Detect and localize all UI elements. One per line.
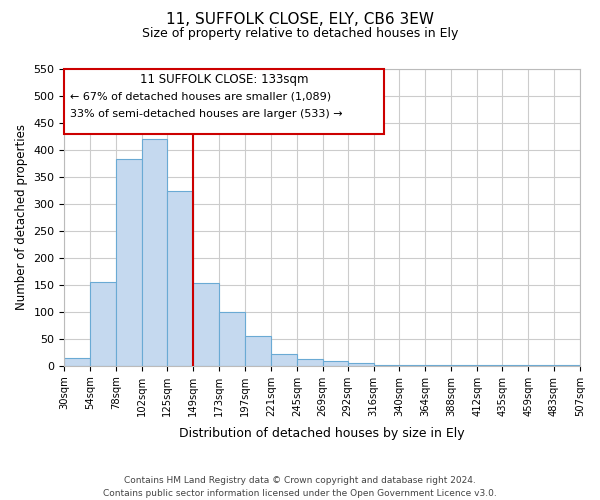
Bar xyxy=(400,364,425,366)
Bar xyxy=(297,360,323,366)
Bar xyxy=(323,362,347,366)
Y-axis label: Number of detached properties: Number of detached properties xyxy=(15,124,28,310)
Text: 33% of semi-detached houses are larger (533) →: 33% of semi-detached houses are larger (… xyxy=(70,109,343,119)
Bar xyxy=(167,192,193,366)
Bar xyxy=(245,336,271,366)
Text: ← 67% of detached houses are smaller (1,089): ← 67% of detached houses are smaller (1,… xyxy=(70,92,332,102)
Bar xyxy=(64,358,91,366)
Bar xyxy=(219,312,245,366)
Bar xyxy=(193,283,219,366)
Bar xyxy=(347,363,374,366)
Bar xyxy=(91,282,116,366)
Text: Contains HM Land Registry data © Crown copyright and database right 2024.
Contai: Contains HM Land Registry data © Crown c… xyxy=(103,476,497,498)
Text: Size of property relative to detached houses in Ely: Size of property relative to detached ho… xyxy=(142,28,458,40)
Bar xyxy=(271,354,297,366)
Text: 11 SUFFOLK CLOSE: 133sqm: 11 SUFFOLK CLOSE: 133sqm xyxy=(140,73,308,86)
Bar xyxy=(142,139,167,366)
Bar xyxy=(116,159,142,366)
Text: 11, SUFFOLK CLOSE, ELY, CB6 3EW: 11, SUFFOLK CLOSE, ELY, CB6 3EW xyxy=(166,12,434,28)
Bar xyxy=(374,364,400,366)
X-axis label: Distribution of detached houses by size in Ely: Distribution of detached houses by size … xyxy=(179,427,465,440)
